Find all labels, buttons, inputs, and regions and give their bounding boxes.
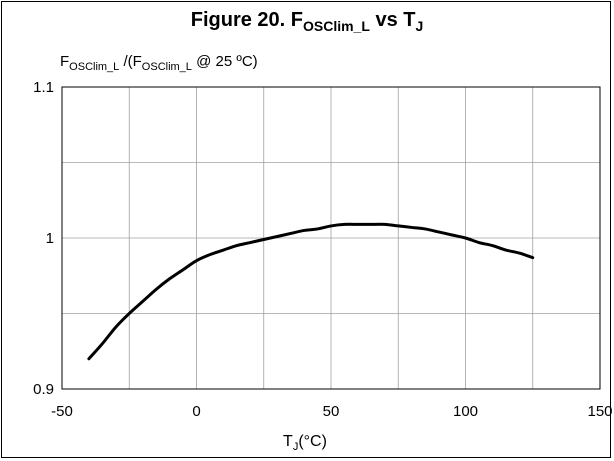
x-tick-label: 0: [192, 403, 200, 420]
y-tick-label: 1: [46, 230, 54, 247]
y-tick-label: 0.9: [33, 381, 54, 398]
chart-title: Figure 20. FOSClim_L vs TJ: [191, 9, 424, 34]
x-tick-label: 100: [453, 403, 478, 420]
y-axis-label: FOSClim_L /(FOSClim_L @ 25 ºC): [60, 53, 258, 73]
grid: [62, 87, 600, 389]
x-tick-label: -50: [51, 403, 73, 420]
series-layer: [87, 222, 535, 361]
y-tick-label: 1.1: [33, 79, 54, 96]
y-ticks: 0.9 1 1.1: [33, 79, 54, 398]
x-ticks: -50 0 50 100 150: [51, 403, 612, 420]
x-axis-label: TJ(°C): [283, 433, 327, 453]
x-tick-label: 150: [587, 403, 612, 420]
series-line-0: [87, 222, 535, 361]
plot-border: [61, 86, 601, 390]
x-tick-label: 50: [323, 403, 340, 420]
